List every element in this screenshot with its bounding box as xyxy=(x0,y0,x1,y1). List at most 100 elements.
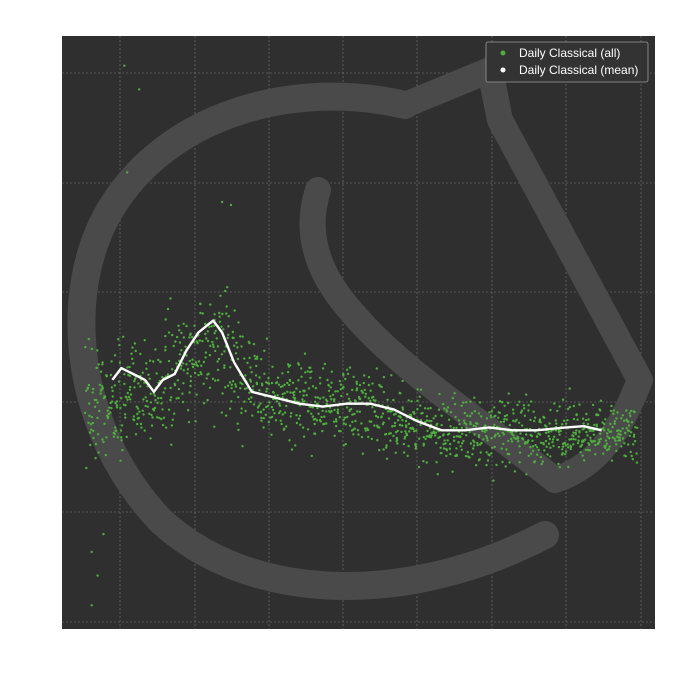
scatter-point xyxy=(574,431,577,435)
scatter-point xyxy=(364,392,367,395)
scatter-point xyxy=(150,424,154,427)
scatter-point xyxy=(625,427,628,430)
scatter-point xyxy=(469,421,472,424)
scatter-point xyxy=(396,442,399,445)
scatter-point xyxy=(627,443,630,446)
scatter-point xyxy=(390,374,393,377)
scatter-point xyxy=(335,424,338,428)
scatter-point xyxy=(179,367,183,370)
scatter-point xyxy=(196,342,199,345)
scatter-point xyxy=(230,400,233,403)
scatter-point xyxy=(594,453,597,456)
scatter-point xyxy=(434,431,438,434)
scatter-point xyxy=(214,329,217,333)
scatter-point xyxy=(585,430,588,434)
scatter-point xyxy=(558,405,561,408)
scatter-point xyxy=(311,406,315,409)
scatter-point xyxy=(434,414,437,418)
scatter-point xyxy=(409,413,413,416)
scatter-point xyxy=(393,424,396,428)
scatter-point xyxy=(136,412,139,416)
scatter-point xyxy=(468,456,471,459)
scatter-point xyxy=(266,404,269,408)
scatter-point xyxy=(182,369,185,372)
scatter-point xyxy=(295,414,298,417)
scatter-point xyxy=(585,412,588,416)
scatter-point xyxy=(286,390,289,393)
scatter-point xyxy=(606,432,609,435)
scatter-point xyxy=(281,385,284,388)
scatter-point xyxy=(447,432,451,435)
scatter-point xyxy=(146,405,149,408)
scatter-point xyxy=(599,409,602,412)
scatter-point xyxy=(485,429,488,432)
scatter-point xyxy=(518,400,521,403)
scatter-point xyxy=(281,392,284,396)
scatter-point xyxy=(380,415,383,418)
scatter-point xyxy=(111,389,114,393)
scatter-point xyxy=(250,371,253,374)
scatter-point xyxy=(527,409,530,412)
scatter-point xyxy=(193,371,197,375)
scatter-point xyxy=(239,335,242,338)
scatter-point xyxy=(351,413,354,416)
scatter-point xyxy=(382,448,385,451)
scatter-point xyxy=(520,424,524,427)
scatter-point xyxy=(187,420,191,424)
scatter-point xyxy=(632,433,636,436)
scatter-point xyxy=(115,400,119,403)
scatter-point xyxy=(507,392,510,395)
scatter-point xyxy=(364,429,367,432)
scatter-point xyxy=(211,377,215,380)
scatter-point xyxy=(90,347,94,351)
scatter-point xyxy=(401,419,404,422)
scatter-point xyxy=(94,456,97,460)
scatter-point xyxy=(91,421,95,425)
scatter-point xyxy=(95,366,98,370)
scatter-point xyxy=(601,421,604,424)
scatter-point xyxy=(316,396,320,399)
scatter-point xyxy=(108,406,111,409)
scatter-point xyxy=(435,441,438,445)
scatter-point xyxy=(220,325,223,328)
scatter-point xyxy=(288,378,291,382)
scatter-point xyxy=(139,422,143,426)
scatter-point xyxy=(570,438,573,441)
scatter-point xyxy=(195,393,198,396)
scatter-point xyxy=(197,373,200,377)
scatter-point xyxy=(320,415,323,419)
scatter-point xyxy=(358,410,362,413)
scatter-point xyxy=(180,331,183,335)
scatter-point xyxy=(141,409,144,412)
scatter-point xyxy=(520,409,524,412)
scatter-point xyxy=(282,428,286,431)
scatter-point xyxy=(442,402,445,406)
scatter-point xyxy=(278,402,281,405)
scatter-point xyxy=(85,466,88,470)
scatter-point xyxy=(436,473,439,476)
scatter-point xyxy=(176,379,180,382)
scatter-point xyxy=(86,387,89,391)
scatter-point xyxy=(301,400,304,403)
scatter-point xyxy=(385,446,388,449)
scatter-point xyxy=(234,352,238,355)
scatter-point xyxy=(605,448,609,452)
scatter-point xyxy=(186,372,189,375)
scatter-point xyxy=(455,447,458,450)
scatter-point xyxy=(113,354,117,357)
scatter-point xyxy=(464,454,468,458)
scatter-point xyxy=(321,367,325,370)
scatter-point xyxy=(434,434,437,437)
scatter-point xyxy=(194,420,197,423)
scatter-point xyxy=(173,412,176,415)
scatter-point xyxy=(525,441,529,444)
scatter-point xyxy=(598,440,601,444)
scatter-point xyxy=(288,439,291,442)
scatter-point xyxy=(631,458,634,461)
scatter-point xyxy=(547,430,550,433)
scatter-point xyxy=(339,430,342,433)
scatter-point xyxy=(588,443,591,446)
scatter-point xyxy=(448,442,452,446)
scatter-point xyxy=(552,444,555,448)
scatter-point xyxy=(531,449,535,452)
